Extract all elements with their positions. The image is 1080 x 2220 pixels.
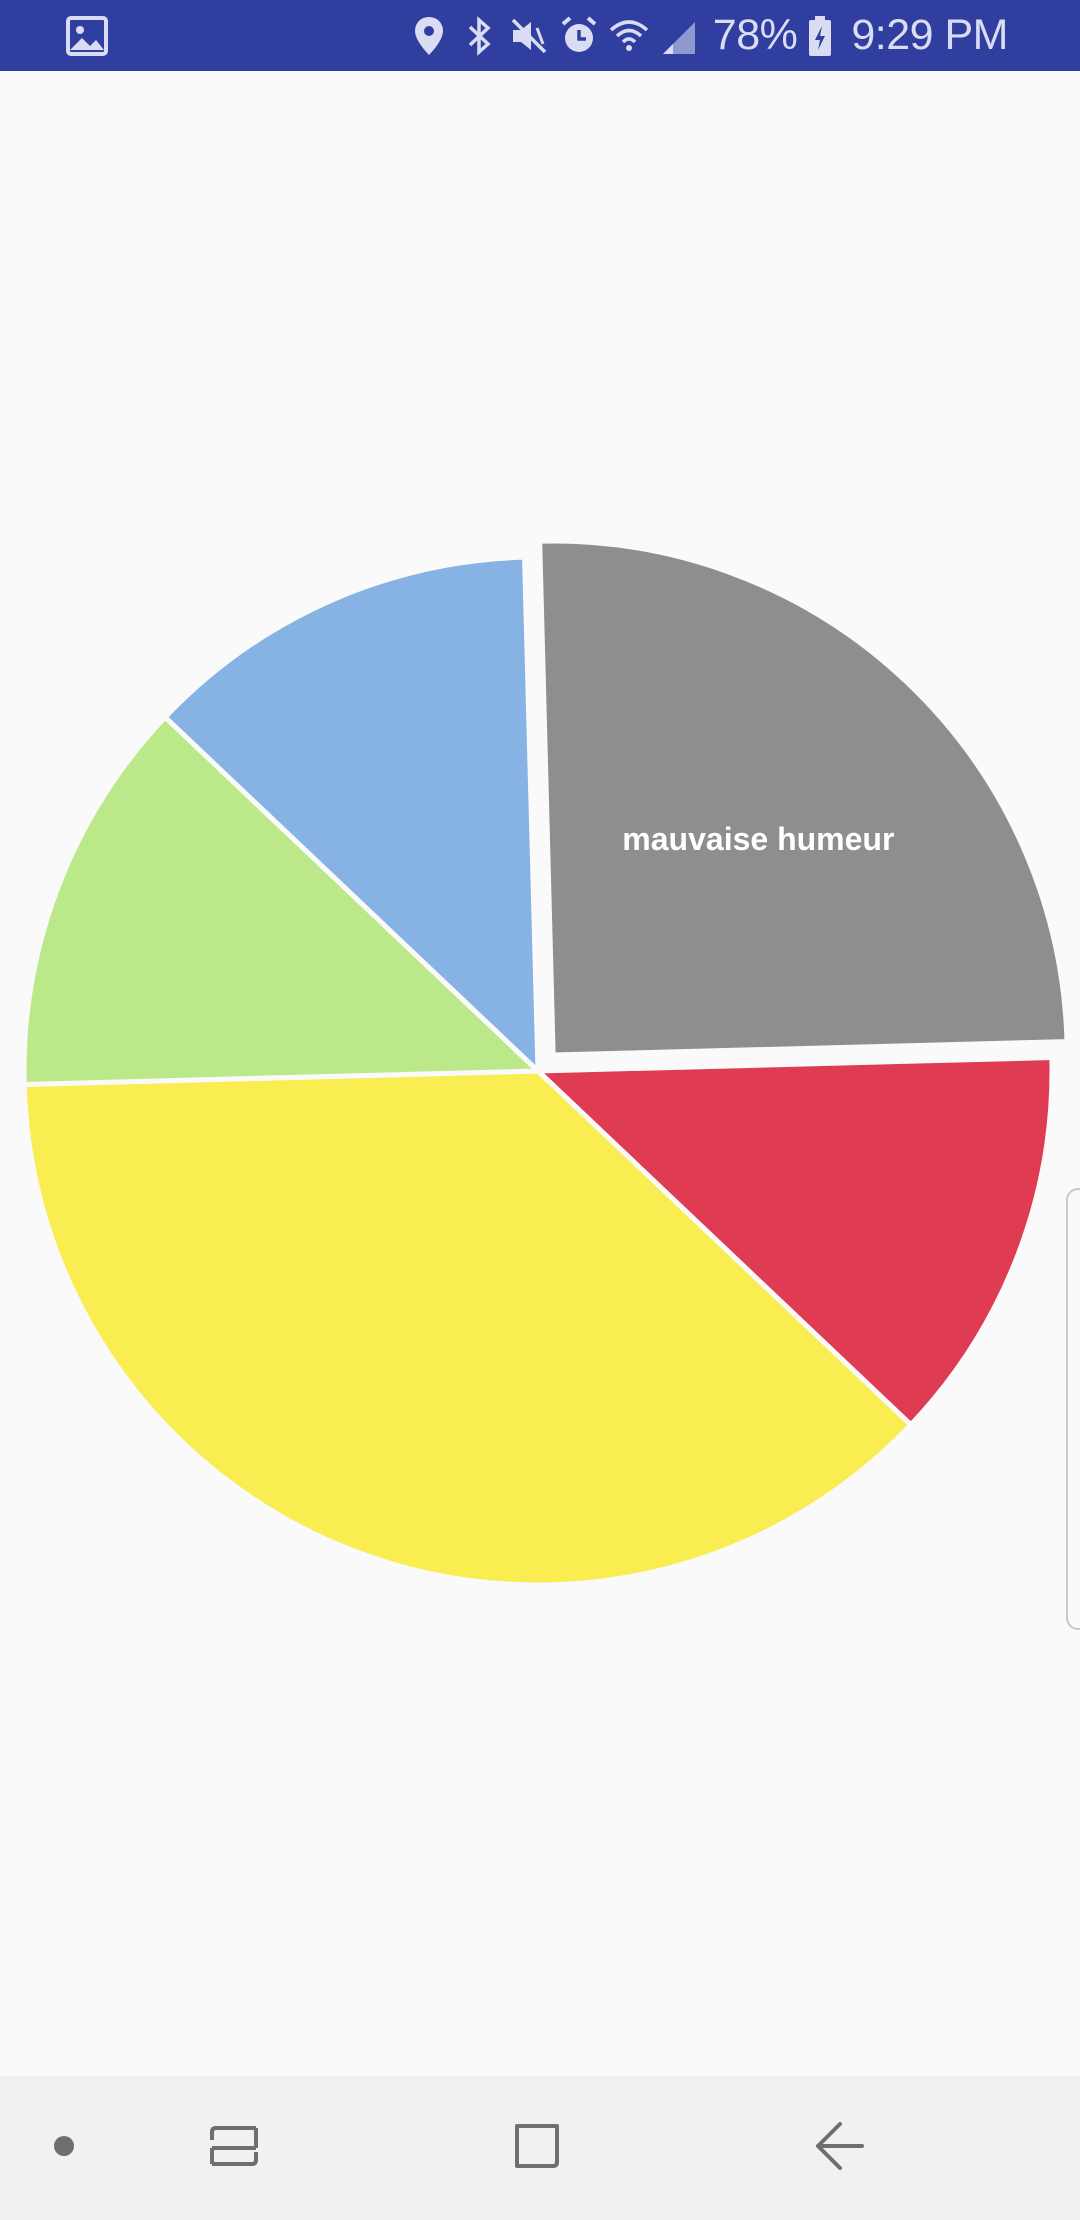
pie-slice-2[interactable]	[535, 1055, 1055, 1428]
pie-chart[interactable]: mauvaise humeur	[0, 71, 1080, 2076]
status-icons: 78% 9:29 PM	[409, 0, 1008, 71]
status-bar: 78% 9:29 PM	[0, 0, 1080, 71]
navigation-bar	[0, 2076, 1080, 2220]
pie-slice-4[interactable]	[21, 714, 541, 1087]
wifi-icon	[609, 14, 649, 58]
alarm-icon	[559, 14, 599, 58]
bluetooth-icon	[459, 14, 499, 58]
pie-slice-label: mauvaise humeur	[622, 821, 894, 857]
pie-slice-1[interactable]	[537, 538, 1070, 1058]
mute-icon	[509, 14, 549, 58]
clock: 9:29 PM	[851, 11, 1008, 59]
signal-icon	[659, 14, 699, 58]
location-icon	[409, 14, 449, 58]
battery-icon	[807, 14, 833, 58]
pie-chart-area[interactable]: mauvaise humeur	[0, 71, 1080, 2076]
gallery-notification-icon	[66, 16, 108, 56]
back-icon[interactable]	[812, 2118, 868, 2174]
home-icon[interactable]	[509, 2118, 565, 2174]
battery-percentage: 78%	[712, 11, 798, 59]
recents-icon[interactable]	[206, 2118, 262, 2174]
pie-slice-5[interactable]	[162, 554, 541, 1074]
pie-slice-3[interactable]	[21, 1068, 914, 1588]
edge-panel-handle[interactable]	[1066, 1188, 1080, 1630]
nav-dot-icon[interactable]	[54, 2136, 74, 2156]
